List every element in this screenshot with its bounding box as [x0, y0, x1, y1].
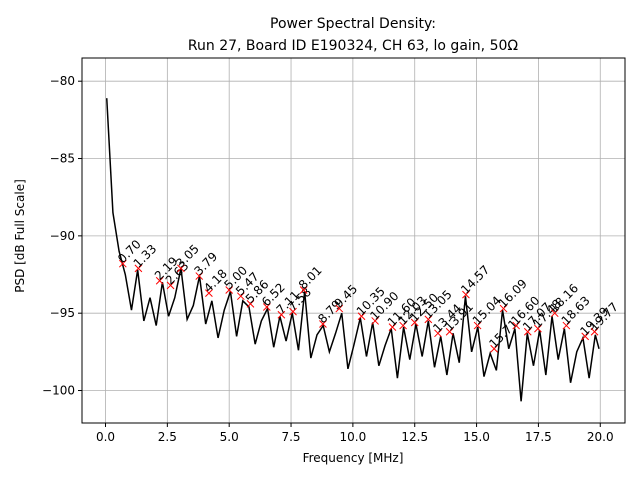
peak-marker — [490, 344, 498, 353]
peak-marker — [236, 292, 245, 301]
peak-marker — [134, 264, 143, 273]
x-tick-label: 17.5 — [525, 430, 552, 444]
peak-marker — [434, 329, 442, 338]
y-tick-label: −90 — [50, 229, 75, 243]
peak-marker — [399, 321, 407, 330]
peak-marker — [205, 289, 213, 297]
peak-marker — [462, 290, 470, 299]
y-tick-label: −85 — [50, 152, 75, 166]
peak-marker — [550, 309, 559, 318]
peak-marker — [534, 324, 542, 333]
peak-marker — [590, 327, 599, 336]
x-tick-label: 15.0 — [463, 430, 490, 444]
plot-frame — [81, 57, 626, 424]
peak-marker — [445, 327, 454, 336]
peak-marker — [319, 320, 327, 328]
x-tick-label: 12.5 — [401, 430, 428, 444]
peak-marker — [581, 332, 590, 341]
peak-marker — [277, 310, 286, 319]
peak-marker — [424, 315, 433, 324]
peak-marker — [155, 276, 164, 285]
chart-subtitle: Run 27, Board ID E190324, CH 63, lo gain… — [188, 38, 518, 54]
peak-marker — [473, 321, 482, 330]
peak-marker — [335, 304, 344, 313]
peak-marker — [118, 259, 127, 268]
x-tick-label: 0.0 — [96, 430, 115, 444]
y-tick-label: −100 — [42, 384, 75, 398]
peak-marker — [499, 304, 508, 313]
peak-marker — [562, 321, 571, 330]
y-tick-label: −95 — [50, 306, 75, 320]
peak-label: 7.58 — [285, 285, 314, 314]
peak-marker — [289, 307, 297, 316]
x-tick-label: 10.0 — [340, 430, 367, 444]
x-tick-label: 20.0 — [587, 430, 614, 444]
peak-marker — [512, 321, 521, 330]
peak-marker — [410, 318, 419, 327]
psd-line — [105, 98, 600, 402]
peak-marker — [246, 300, 255, 308]
x-tick-label: 2.5 — [158, 430, 177, 444]
x-tick-label: 5.0 — [220, 430, 239, 444]
chart-title: Power Spectral Density: — [270, 16, 436, 32]
peak-marker — [371, 317, 379, 325]
peak-marker — [262, 303, 271, 311]
peak-marker — [195, 272, 204, 280]
peak-marker — [523, 327, 532, 336]
peak-marker — [166, 281, 175, 290]
peak-marker — [357, 312, 366, 321]
peak-marker — [388, 323, 397, 331]
peak-marker — [177, 264, 185, 273]
peak-marker — [299, 286, 308, 294]
y-axis-label: PSD [dB Full Scale] — [13, 179, 27, 293]
peak-label: 14.57 — [458, 263, 492, 297]
x-axis-label: Frequency [MHz] — [303, 451, 404, 465]
peak-label: 8.01 — [296, 263, 325, 292]
peak-marker — [225, 286, 234, 294]
x-tick-label: 7.5 — [281, 430, 300, 444]
y-tick-label: −80 — [50, 74, 75, 88]
